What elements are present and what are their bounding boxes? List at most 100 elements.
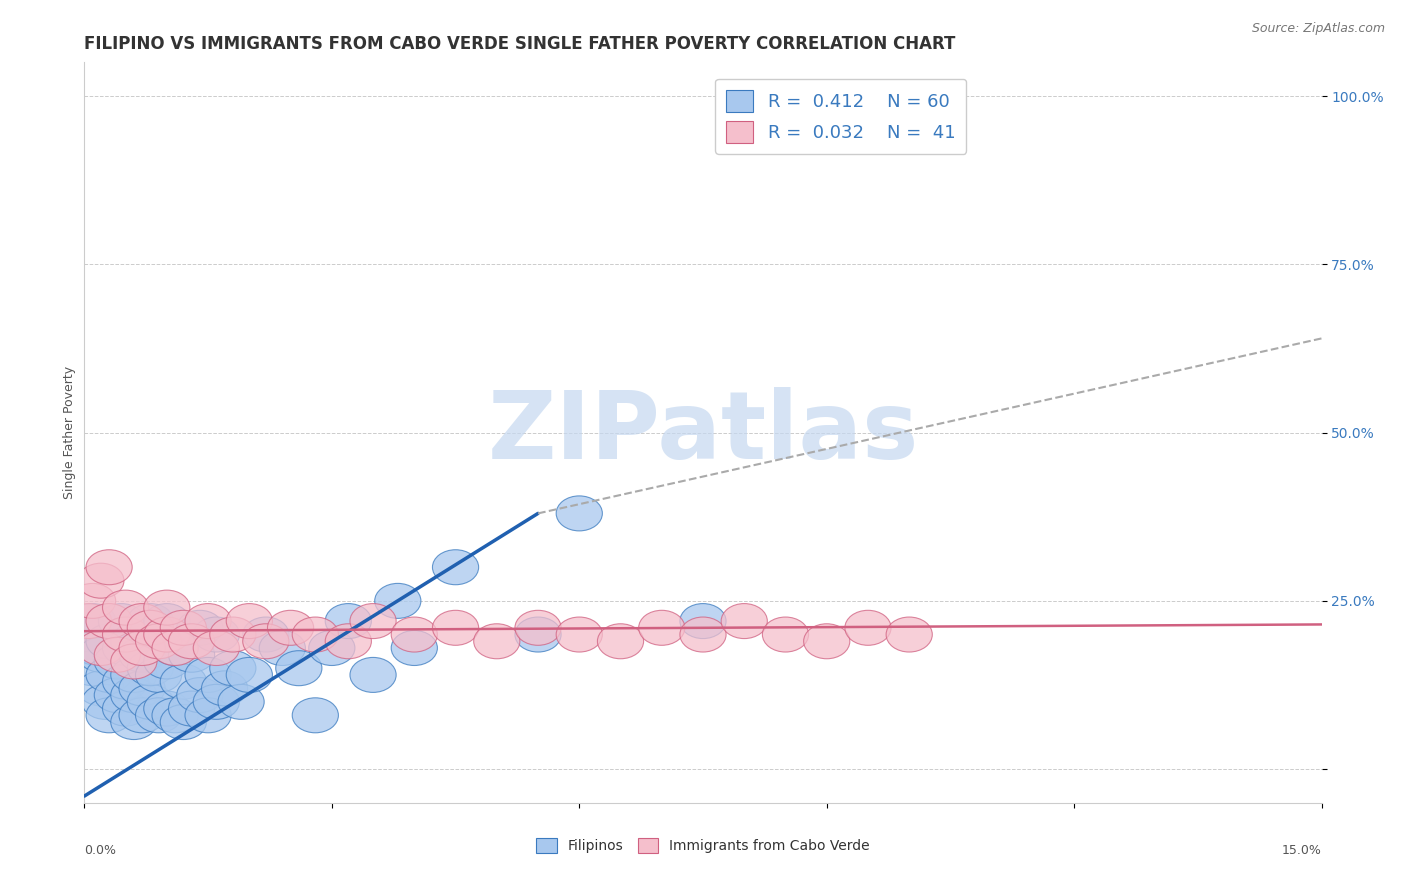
Ellipse shape xyxy=(120,698,165,733)
Ellipse shape xyxy=(276,650,322,686)
Ellipse shape xyxy=(638,610,685,645)
Ellipse shape xyxy=(243,624,288,659)
Ellipse shape xyxy=(103,665,149,699)
Ellipse shape xyxy=(309,631,354,665)
Ellipse shape xyxy=(375,583,420,618)
Ellipse shape xyxy=(120,671,165,706)
Ellipse shape xyxy=(186,657,231,692)
Ellipse shape xyxy=(292,617,339,652)
Ellipse shape xyxy=(243,617,288,652)
Ellipse shape xyxy=(193,684,239,719)
Ellipse shape xyxy=(152,698,198,733)
Ellipse shape xyxy=(433,610,478,645)
Ellipse shape xyxy=(86,624,132,659)
Ellipse shape xyxy=(86,604,132,639)
Ellipse shape xyxy=(177,678,224,713)
Ellipse shape xyxy=(209,617,256,652)
Ellipse shape xyxy=(186,604,231,639)
Ellipse shape xyxy=(128,684,173,719)
Y-axis label: Single Father Poverty: Single Father Poverty xyxy=(63,366,76,500)
Ellipse shape xyxy=(201,671,247,706)
Ellipse shape xyxy=(135,698,181,733)
Ellipse shape xyxy=(226,604,273,639)
Ellipse shape xyxy=(557,496,602,531)
Ellipse shape xyxy=(721,604,768,639)
Ellipse shape xyxy=(557,617,602,652)
Ellipse shape xyxy=(77,671,124,706)
Ellipse shape xyxy=(94,644,141,679)
Ellipse shape xyxy=(94,678,141,713)
Ellipse shape xyxy=(69,650,115,686)
Text: 0.0%: 0.0% xyxy=(84,844,117,856)
Ellipse shape xyxy=(160,665,207,699)
Ellipse shape xyxy=(169,637,215,673)
Ellipse shape xyxy=(160,610,207,645)
Ellipse shape xyxy=(135,657,181,692)
Ellipse shape xyxy=(143,604,190,639)
Ellipse shape xyxy=(120,637,165,673)
Ellipse shape xyxy=(111,624,157,659)
Ellipse shape xyxy=(152,631,198,665)
Ellipse shape xyxy=(66,617,111,652)
Ellipse shape xyxy=(681,617,725,652)
Ellipse shape xyxy=(292,698,339,733)
Ellipse shape xyxy=(193,631,239,665)
Ellipse shape xyxy=(82,684,128,719)
Ellipse shape xyxy=(226,657,273,692)
Ellipse shape xyxy=(177,610,224,645)
Ellipse shape xyxy=(94,637,141,673)
Ellipse shape xyxy=(259,631,305,665)
Ellipse shape xyxy=(598,624,644,659)
Ellipse shape xyxy=(111,644,157,679)
Ellipse shape xyxy=(515,610,561,645)
Text: 15.0%: 15.0% xyxy=(1282,844,1322,856)
Ellipse shape xyxy=(120,631,165,665)
Ellipse shape xyxy=(143,617,190,652)
Ellipse shape xyxy=(77,631,124,665)
Ellipse shape xyxy=(143,691,190,726)
Ellipse shape xyxy=(86,657,132,692)
Ellipse shape xyxy=(160,705,207,739)
Ellipse shape xyxy=(111,705,157,739)
Ellipse shape xyxy=(762,617,808,652)
Ellipse shape xyxy=(169,691,215,726)
Ellipse shape xyxy=(120,604,165,639)
Ellipse shape xyxy=(325,624,371,659)
Ellipse shape xyxy=(267,610,314,645)
Ellipse shape xyxy=(325,604,371,639)
Ellipse shape xyxy=(77,637,124,673)
Ellipse shape xyxy=(433,549,478,585)
Ellipse shape xyxy=(128,604,173,639)
Ellipse shape xyxy=(135,624,181,659)
Ellipse shape xyxy=(103,631,149,665)
Ellipse shape xyxy=(143,644,190,679)
Ellipse shape xyxy=(111,657,157,692)
Ellipse shape xyxy=(103,617,149,652)
Ellipse shape xyxy=(69,604,115,639)
Ellipse shape xyxy=(66,604,111,639)
Text: FILIPINO VS IMMIGRANTS FROM CABO VERDE SINGLE FATHER POVERTY CORRELATION CHART: FILIPINO VS IMMIGRANTS FROM CABO VERDE S… xyxy=(84,35,956,53)
Ellipse shape xyxy=(350,657,396,692)
Ellipse shape xyxy=(152,631,198,665)
Ellipse shape xyxy=(474,624,520,659)
Ellipse shape xyxy=(515,617,561,652)
Ellipse shape xyxy=(103,691,149,726)
Ellipse shape xyxy=(86,698,132,733)
Ellipse shape xyxy=(193,617,239,652)
Ellipse shape xyxy=(103,591,149,625)
Ellipse shape xyxy=(86,549,132,585)
Ellipse shape xyxy=(128,610,173,645)
Ellipse shape xyxy=(391,631,437,665)
Ellipse shape xyxy=(128,650,173,686)
Ellipse shape xyxy=(111,678,157,713)
Ellipse shape xyxy=(886,617,932,652)
Ellipse shape xyxy=(350,604,396,639)
Text: ZIPatlas: ZIPatlas xyxy=(488,386,918,479)
Ellipse shape xyxy=(143,591,190,625)
Ellipse shape xyxy=(209,650,256,686)
Ellipse shape xyxy=(391,617,437,652)
Ellipse shape xyxy=(169,624,215,659)
Text: Source: ZipAtlas.com: Source: ZipAtlas.com xyxy=(1251,22,1385,36)
Ellipse shape xyxy=(845,610,891,645)
Legend: Filipinos, Immigrants from Cabo Verde: Filipinos, Immigrants from Cabo Verde xyxy=(530,833,876,859)
